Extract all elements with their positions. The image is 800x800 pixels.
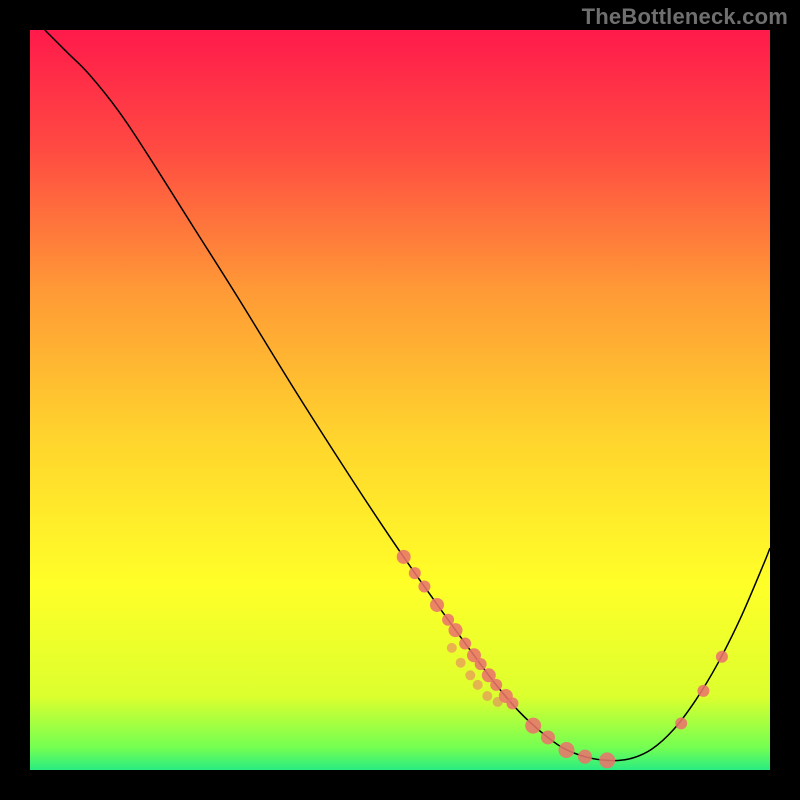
marker-6 — [459, 637, 471, 649]
marker-19 — [697, 685, 709, 697]
marker-14 — [541, 730, 555, 744]
marker-10 — [490, 679, 502, 691]
marker-20 — [716, 651, 728, 663]
marker-1 — [409, 567, 421, 579]
marker-3 — [430, 598, 444, 612]
marker-17 — [599, 752, 615, 768]
marker-16 — [578, 750, 592, 764]
marker-8 — [475, 658, 487, 670]
plot-svg — [30, 30, 770, 770]
marker-blob-4 — [482, 691, 492, 701]
marker-18 — [675, 717, 687, 729]
marker-5 — [449, 623, 463, 637]
marker-15 — [559, 742, 575, 758]
marker-2 — [418, 580, 430, 592]
chart-frame: TheBottleneck.com — [0, 0, 800, 800]
watermark-text: TheBottleneck.com — [582, 4, 788, 30]
plot-area — [30, 30, 770, 770]
marker-blob-0 — [447, 643, 457, 653]
gradient-background — [30, 30, 770, 770]
marker-0 — [397, 550, 411, 564]
marker-blob-2 — [465, 670, 475, 680]
marker-13 — [525, 718, 541, 734]
marker-blob-3 — [473, 680, 483, 690]
marker-12 — [506, 697, 518, 709]
marker-blob-1 — [456, 658, 466, 668]
